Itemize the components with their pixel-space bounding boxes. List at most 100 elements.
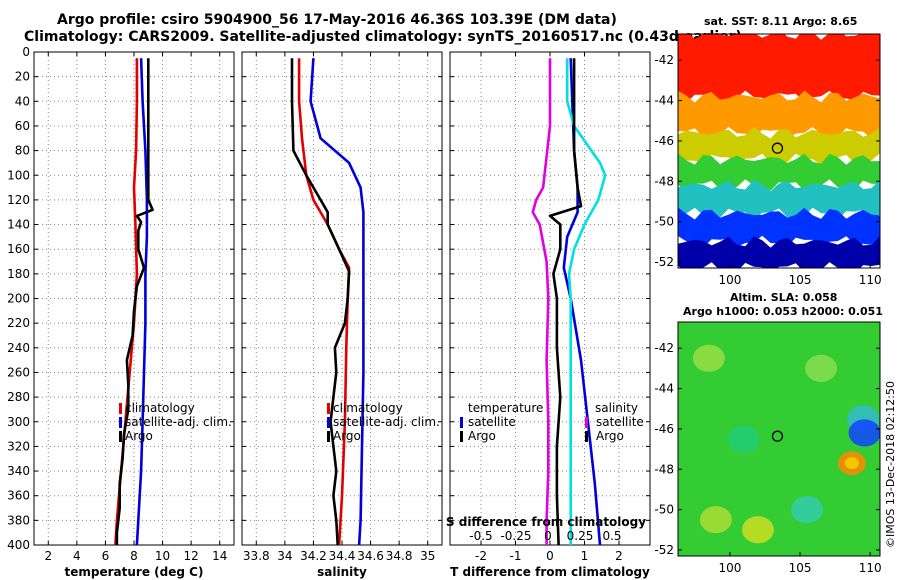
secondary-x-tick-label: 0	[544, 529, 552, 543]
y-tick-label: 200	[7, 292, 30, 306]
map-x-tick-label: 100	[718, 561, 741, 575]
y-tick-label: 140	[7, 218, 30, 232]
y-tick-label: 400	[7, 538, 30, 552]
y-tick-label: 80	[15, 144, 30, 158]
series-line-salinity-climatology	[297, 58, 351, 546]
legend-entry: satellite-adj. clim.	[125, 415, 232, 429]
legend-swatch	[585, 417, 588, 428]
map-y-tick-label: -50	[654, 503, 674, 517]
map-sla_map: -42 -44 -46 -48 -50 -52 100 105 110	[654, 321, 882, 575]
x-tick-label: 8	[130, 549, 138, 563]
legend-entry: climatology	[125, 401, 195, 415]
x-axis-label-difference: T difference from climatology	[450, 565, 650, 579]
y-tick-label: 100	[7, 168, 30, 182]
series-line-difference-t-satellite	[531, 58, 552, 545]
y-tick-label: 180	[7, 267, 30, 281]
map-y-tick-label: -46	[654, 134, 674, 148]
x-tick-label: 0	[546, 549, 554, 563]
series-line-temperature-satellite-adj-clim-	[135, 58, 149, 546]
map-y-tick-label: -44	[654, 382, 674, 396]
sla-feature	[805, 354, 838, 382]
x-tick-label: 10	[155, 549, 170, 563]
x-tick-label: 34.6	[357, 549, 384, 563]
x-tick-label: 6	[102, 549, 110, 563]
y-tick-label: 60	[15, 119, 30, 133]
sst-map-title: sat. SST: 8.11 Argo: 8.65	[704, 15, 858, 28]
y-tick-label: 340	[7, 464, 30, 478]
x-axis-label-salinity: salinity	[317, 565, 367, 579]
legend-title-temperature: temperature	[468, 401, 543, 415]
map-x-tick-label: 105	[789, 561, 812, 575]
map-y-tick-label: -44	[654, 94, 674, 108]
sla-map-subtitle: Argo h1000: 0.053 h2000: 0.051	[683, 305, 883, 318]
x-tick-label: -2	[475, 549, 487, 563]
legend-entry: Argo	[333, 429, 361, 443]
legend-swatch	[460, 417, 463, 428]
legend-entry: Argo	[125, 429, 153, 443]
series-line-salinity-satellite-adj-clim-	[309, 58, 365, 546]
legend-swatch	[119, 431, 122, 442]
sla-feature	[727, 425, 760, 453]
y-tick-label: 0	[22, 45, 30, 59]
y-tick-label: 260	[7, 365, 30, 379]
legend-swatch	[119, 403, 122, 414]
x-tick-label: 14	[212, 549, 227, 563]
sla-feature	[741, 516, 774, 544]
sla-map-title: Altim. SLA: 0.058	[730, 291, 838, 304]
legend-entry: climatology	[333, 401, 403, 415]
map-x-tick-label: 100	[718, 273, 741, 287]
legend-swatch	[327, 403, 330, 414]
series-line-temperature-climatology	[114, 58, 139, 546]
y-tick-label: 220	[7, 316, 30, 330]
y-tick-label: 280	[7, 390, 30, 404]
legend-swatch	[585, 431, 588, 442]
legend-entry: satellite-adj. clim.	[333, 415, 440, 429]
x-tick-label: 34.8	[386, 549, 413, 563]
x-tick-label: 2	[615, 549, 623, 563]
map-frame	[677, 321, 881, 557]
y-tick-label: 240	[7, 341, 30, 355]
sla-feature	[844, 457, 859, 470]
sla-feature	[791, 496, 824, 524]
map-y-tick-label: -50	[654, 215, 674, 229]
x-tick-label: 34.2	[300, 549, 327, 563]
map-frame	[677, 33, 881, 269]
map-field	[678, 34, 880, 268]
legend-swatch	[327, 431, 330, 442]
figure-title-line2: Climatology: CARS2009. Satellite-adjuste…	[24, 29, 742, 45]
x-tick-label: 2	[44, 549, 52, 563]
sst-band	[678, 90, 880, 139]
sst-band	[678, 235, 880, 268]
legend-swatch	[460, 431, 463, 442]
sla-feature	[699, 506, 732, 534]
legend-entry: satellite	[468, 415, 516, 429]
legend-swatch	[327, 417, 330, 428]
secondary-x-tick-label: -0.25	[500, 529, 531, 543]
map-x-tick-label: 110	[859, 561, 882, 575]
legend-entry: Argo	[468, 429, 496, 443]
argo-position-marker	[771, 430, 784, 442]
y-tick-label: 320	[7, 439, 30, 453]
series-line-difference-s-satellite	[565, 58, 607, 545]
secondary-x-tick-label: 0.5	[602, 529, 621, 543]
legend-swatch	[119, 417, 122, 428]
map-y-tick-label: -52	[654, 255, 674, 269]
y-tick-label: 300	[7, 415, 30, 429]
secondary-x-axis-label: S difference from climatology	[446, 515, 646, 529]
series-line-salinity-argo	[290, 58, 351, 546]
x-tick-label: 1	[581, 549, 589, 563]
figure-title-line1: Argo profile: csiro 5904900_56 17-May-20…	[57, 12, 617, 28]
map-field	[678, 322, 880, 556]
x-tick-label: 12	[184, 549, 199, 563]
legend-entry: Argo	[596, 429, 624, 443]
legend-title-salinity: salinity	[595, 401, 638, 415]
secondary-x-tick-label: -0.5	[469, 529, 492, 543]
sst-band	[678, 34, 880, 103]
y-tick-label: 120	[7, 193, 30, 207]
map-y-tick-label: -52	[654, 543, 674, 557]
map-x-tick-label: 105	[789, 273, 812, 287]
y-tick-label: 20	[15, 70, 30, 84]
y-tick-label: 160	[7, 242, 30, 256]
x-tick-label: -1	[510, 549, 522, 563]
